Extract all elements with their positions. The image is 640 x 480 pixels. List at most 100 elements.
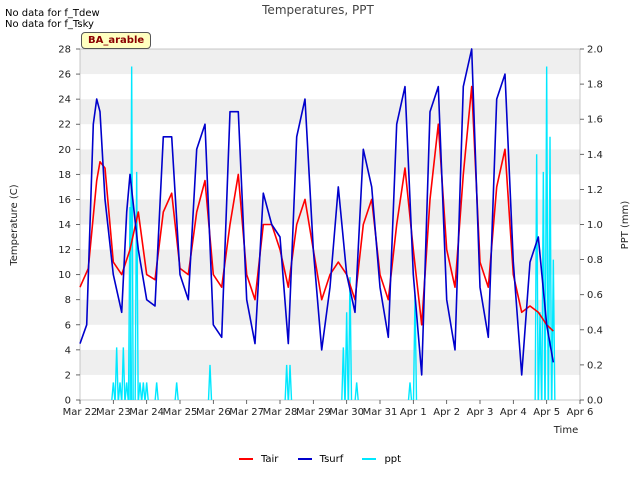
y2-tick-label: 0.4 (587, 325, 603, 336)
legend-label-tsurf: Tsurf (319, 454, 344, 465)
ppt-spike (541, 171, 546, 401)
legend-label-tair: Tair (260, 454, 279, 465)
y-tick-label: 8 (65, 295, 71, 306)
y2-tick-label: 0.8 (587, 255, 603, 266)
grid-band (80, 199, 580, 225)
y-tick-label: 10 (58, 270, 71, 281)
grid-band (80, 324, 580, 350)
temperature-series (79, 48, 555, 376)
y-tick-label: 24 (58, 95, 71, 106)
y2-tick-label: 0.2 (587, 360, 603, 371)
legend-item-ppt: ppt (362, 454, 401, 465)
ppt-spike (129, 66, 134, 401)
x-tick-label: Mar 31 (363, 407, 398, 418)
y-axis-label: Temperature (C) (9, 184, 20, 266)
ppt-spike (121, 347, 126, 401)
x-tick-label: Apr 3 (467, 407, 494, 418)
ppt-spike (284, 364, 289, 401)
grid-band (80, 224, 580, 250)
y-tick-label: 6 (65, 320, 71, 331)
x-tick-label: Mar 23 (96, 407, 131, 418)
grid-band (80, 374, 580, 400)
ppt-spike (117, 382, 123, 401)
ppt-spike (347, 277, 353, 401)
x-tick-label: Apr 5 (533, 407, 560, 418)
ppt-spike (287, 364, 293, 401)
ppt-spike (544, 66, 549, 401)
y-tick-label: 14 (58, 220, 71, 231)
y2-tick-label: 2.0 (587, 45, 603, 56)
ppt-spike (114, 347, 119, 401)
chart-title: Temperatures, PPT (261, 3, 374, 17)
series-line-tsurf (79, 48, 555, 376)
x-tick-label: Mar 28 (263, 407, 298, 418)
ppt-spike (354, 382, 359, 401)
x-tick-label: Apr 1 (400, 407, 427, 418)
y2-tick-label: 1.0 (587, 220, 603, 231)
x-tick-label: Mar 25 (163, 407, 198, 418)
y2-tick-label: 1.6 (587, 115, 603, 126)
grid-band (80, 174, 580, 200)
grid-bands (80, 49, 580, 400)
y2-tick-label: 1.4 (587, 150, 603, 161)
y2-tick-label: 1.2 (587, 185, 603, 196)
grid-band (80, 299, 580, 325)
x-tick-label: Mar 22 (63, 407, 98, 418)
site-badge: BA_arable (81, 32, 152, 49)
ppt-spike (534, 154, 539, 401)
y-tick-label: 0 (65, 396, 71, 407)
y2-tick-label: 1.8 (587, 80, 603, 91)
x-tick-label: Apr 2 (433, 407, 460, 418)
y-tick-label: 2 (65, 370, 71, 381)
grid-band (80, 349, 580, 375)
y2-tick-label: 0.6 (587, 290, 603, 301)
ppt-spike (407, 382, 413, 401)
y-tick-label: 18 (58, 170, 71, 181)
x-tick-label: Apr 4 (500, 407, 527, 418)
legend-label-ppt: ppt (384, 454, 402, 465)
ppt-spike (547, 136, 553, 401)
legend-swatch-tsurf (297, 458, 312, 460)
x-tick-label: Mar 30 (329, 407, 364, 418)
ppt-spike (141, 382, 146, 401)
grid-band (80, 124, 580, 150)
grid-band (80, 99, 580, 125)
legend-item-tsurf: Tsurf (297, 454, 344, 465)
y-tick-label: 16 (58, 195, 71, 206)
y-tick-label: 4 (65, 345, 71, 356)
legend-item-tair: Tair (238, 454, 279, 465)
ppt-spike (174, 382, 179, 401)
x-tick-label: Mar 26 (196, 407, 231, 418)
y2-axis-label: PPT (mm) (620, 201, 631, 250)
y-tick-label: 22 (58, 120, 71, 131)
ppt-spike (207, 364, 213, 401)
grid-band (80, 49, 580, 75)
ppt-series (111, 66, 556, 401)
legend: Tair Tsurf ppt (0, 454, 640, 465)
x-tick-label: Apr 6 (567, 407, 594, 418)
ppt-spike (537, 312, 543, 401)
grid-band (80, 149, 580, 175)
ppt-spike (111, 382, 116, 401)
legend-swatch-ppt (362, 458, 377, 460)
no-data-note-tdew: No data for f_Tdew (5, 8, 100, 19)
x-axis-label: Time (553, 425, 578, 436)
x-tick-label: Mar 24 (129, 407, 164, 418)
y-tick-label: 26 (58, 70, 71, 81)
x-tick-label: Mar 29 (296, 407, 331, 418)
ppt-spike (134, 171, 139, 401)
no-data-note-tsky: No data for f_Tsky (5, 19, 94, 30)
y-tick-label: 12 (58, 245, 71, 256)
y-tick-label: 28 (58, 45, 71, 56)
ppt-spike (344, 312, 349, 401)
ppt-spike (154, 382, 159, 401)
y-tick-label: 20 (58, 145, 71, 156)
y2-tick-label: 0.0 (587, 396, 603, 407)
y-axis-right: 0.0 0.2 0.4 0.6 0.8 1.0 1.2 1.4 1.6 1.8 2.0 (580, 45, 603, 407)
legend-swatch-tair (238, 458, 253, 460)
grid-band (80, 74, 580, 100)
ppt-spike (341, 347, 346, 401)
